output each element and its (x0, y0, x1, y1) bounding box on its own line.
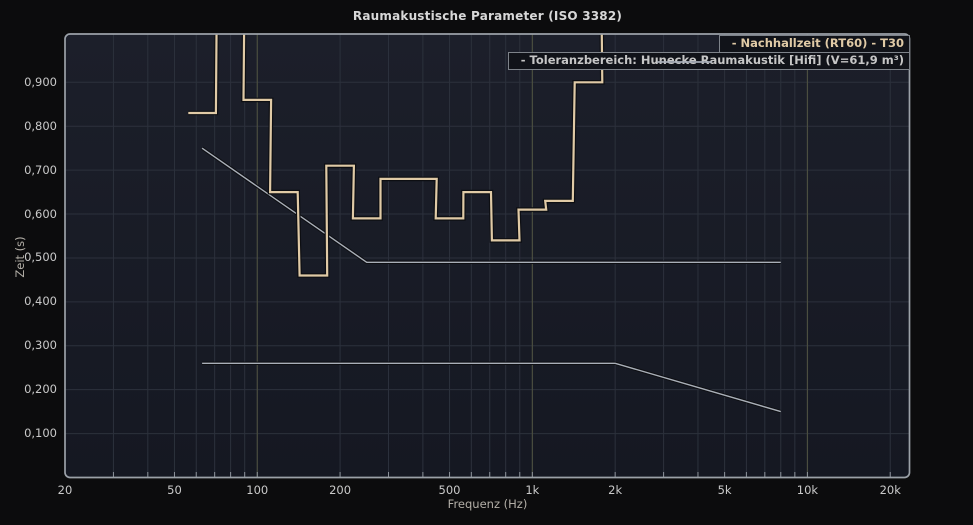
x-tick-label-200: 200 (329, 483, 352, 497)
legend-tolerance-marker-line (656, 61, 712, 63)
tolerance-upper-line (201, 146, 781, 264)
legend-entry-rt60: - Nachhallzeit (RT60) - T30 (718, 35, 910, 53)
y-tick-label-0,800: 0,800 (24, 118, 57, 133)
y-tick-label-0,200: 0,200 (24, 382, 57, 397)
vertical-gridlines-minor (112, 34, 891, 478)
x-tick-label-500: 500 (438, 483, 461, 497)
legend-tolerance-label: - Toleranzbereich: Hunecke Raumakustik [… (520, 53, 904, 67)
x-axis-title: Frequenz (Hz) (447, 497, 528, 511)
x-tick-label-10k: 10k (796, 483, 819, 497)
y-tick-label-0,300: 0,300 (24, 338, 57, 353)
x-axis-ticks (112, 472, 891, 477)
y-tick-label-0,400: 0,400 (24, 294, 57, 309)
x-tick-label-50: 50 (167, 483, 182, 497)
x-tick-label-2k: 2k (608, 483, 623, 497)
tolerance-lower-line (202, 361, 782, 414)
plot-border (64, 33, 911, 479)
chart-title: Raumakustische Parameter (ISO 3382) (352, 9, 623, 23)
x-tick-label-20k: 20k (879, 483, 901, 497)
y-tick-label-0,500: 0,500 (24, 250, 57, 265)
y-tick-label-0,900: 0,900 (24, 74, 57, 89)
y-tick-label-0,600: 0,600 (24, 206, 57, 221)
y-tick-label-0,700: 0,700 (24, 162, 57, 177)
x-tick-label-100: 100 (246, 483, 269, 497)
x-tick-label-5k: 5k (717, 483, 732, 497)
x-tick-label-1k: 1k (525, 483, 540, 497)
legend: - Nachhallzeit (RT60) - T30 - Toleranzbe… (507, 35, 910, 70)
y-tick-label-0,100: 0,100 (24, 426, 57, 441)
x-tick-label-20: 20 (57, 483, 73, 497)
vertical-gridlines-major (256, 34, 809, 478)
plot-area (65, 34, 910, 478)
horizontal-gridlines (65, 81, 910, 435)
legend-entry-tolerance: - Toleranzbereich: Hunecke Raumakustik [… (507, 52, 910, 70)
rt60-step-curve (188, 34, 605, 278)
legend-rt60-label: - Nachhallzeit (RT60) - T30 (731, 36, 904, 50)
